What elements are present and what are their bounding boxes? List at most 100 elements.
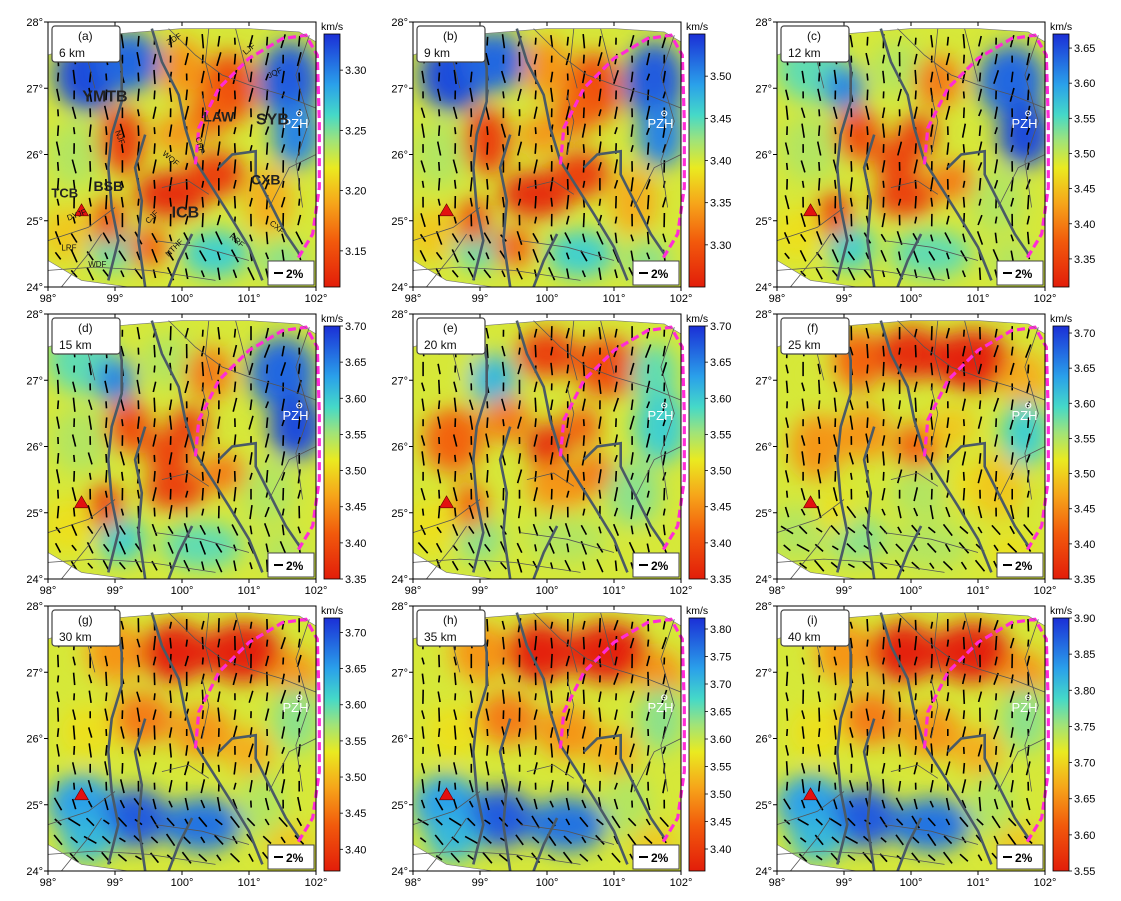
fast-axis-bar: [880, 836, 887, 843]
fast-axis-bar: [120, 726, 125, 739]
fast-axis-bar: [630, 399, 634, 411]
fast-axis-bar: [1027, 618, 1030, 632]
fast-axis-bar: [598, 526, 602, 534]
fast-axis-bar: [818, 178, 821, 191]
fast-axis-bar: [421, 726, 425, 739]
minor-fault: [633, 154, 682, 208]
velocity-anomaly: [624, 41, 681, 122]
colorbar-tick-label: 3.40: [710, 538, 731, 550]
fast-axis-bar: [582, 762, 586, 774]
minor-fault: [520, 824, 615, 845]
fast-axis-bar: [962, 233, 966, 243]
minor-fault: [964, 612, 979, 666]
minor-fault: [412, 791, 481, 825]
fast-axis-bar: [185, 639, 188, 647]
fast-axis-bar: [630, 71, 634, 83]
fast-axis-bar: [662, 508, 666, 516]
fast-axis-bar: [184, 327, 189, 339]
fast-axis-bar: [56, 744, 60, 757]
fast-axis-bar: [645, 126, 651, 136]
fast-axis-bar: [663, 710, 666, 720]
velocity-anomaly: [48, 121, 102, 188]
fast-axis-bar: [534, 90, 537, 100]
fast-axis-bar: [662, 345, 666, 357]
fast-axis-bar: [945, 433, 951, 448]
fast-axis-bar: [644, 344, 652, 358]
fast-axis-bar: [961, 799, 967, 809]
fast-axis-bar: [217, 109, 221, 117]
fast-axis-bar: [217, 267, 221, 281]
panel-label-box: [780, 317, 850, 355]
fast-axis-bar: [201, 361, 205, 377]
major-fault: [106, 612, 123, 865]
fast-axis-bar: [87, 525, 94, 535]
fast-axis-bar: [105, 89, 108, 101]
fast-axis-bar: [467, 541, 475, 554]
minor-fault: [412, 558, 581, 573]
fast-axis-bar: [1026, 490, 1030, 498]
fast-axis-bar: [993, 344, 999, 358]
fast-axis-bar: [467, 251, 475, 261]
fast-axis-bar: [120, 636, 124, 650]
fast-axis-bar: [579, 816, 589, 828]
fast-axis-bar: [233, 709, 237, 720]
fast-axis-bar: [485, 797, 490, 811]
fast-axis-bar: [1009, 743, 1015, 758]
panel-label-box: [780, 609, 850, 647]
fast-axis-bar: [534, 216, 538, 224]
panel-label-box: [780, 25, 850, 63]
fast-axis-bar: [662, 91, 667, 99]
fast-axis-bar: [518, 728, 521, 738]
velocity-anomaly: [777, 506, 828, 560]
fast-axis-bar: [72, 725, 76, 740]
colorbar-tick-label: 3.60: [1074, 830, 1095, 842]
fast-axis-bar: [518, 691, 521, 703]
fast-axis-bar: [201, 689, 204, 704]
colorbar-tick-label: 3.45: [345, 502, 366, 514]
fast-axis-bar: [959, 525, 969, 535]
fast-axis-bar: [581, 726, 586, 739]
city-dot-icon: [1027, 404, 1030, 407]
fast-axis-bar: [486, 781, 489, 791]
fast-axis-bar: [896, 469, 903, 484]
fast-axis-bar: [515, 834, 524, 846]
fast-axis-bar: [646, 692, 650, 702]
fast-axis-bar: [863, 269, 872, 279]
fast-axis-bar: [87, 562, 94, 569]
fast-axis-bar: [993, 544, 999, 552]
fast-axis-bar: [281, 746, 286, 754]
fast-axis-bar: [1027, 195, 1030, 210]
fast-axis-bar: [502, 419, 505, 427]
lat-tick-label: 24°: [755, 866, 772, 878]
fast-axis-bar: [215, 231, 223, 245]
fast-axis-bar: [183, 559, 191, 572]
major-fault: [471, 612, 488, 865]
fast-axis-bar: [992, 725, 1000, 740]
minor-fault: [201, 386, 210, 447]
dashed-boundary: [922, 33, 1050, 268]
fast-axis-bar: [464, 835, 478, 844]
fast-axis-bar: [815, 527, 823, 533]
fast-axis-bar: [913, 656, 918, 666]
lon-tick-label: 100°: [171, 585, 194, 597]
major-fault: [946, 441, 1030, 547]
fast-axis-bar: [630, 504, 634, 520]
major-fault: [133, 718, 147, 872]
fast-axis-bar: [72, 397, 76, 412]
fast-axis-bar: [297, 489, 302, 499]
fast-axis-bar: [961, 726, 967, 739]
fast-axis-bar: [962, 620, 966, 630]
fast-axis-bar: [534, 725, 537, 740]
fast-axis-bar: [483, 269, 492, 279]
fast-axis-bar: [959, 853, 969, 862]
fast-axis-bar: [199, 540, 207, 555]
fast-axis-bar: [611, 815, 621, 829]
fast-axis-bar: [421, 710, 425, 720]
fast-axis-bar: [930, 637, 933, 649]
fast-axis-bar: [961, 451, 967, 466]
fast-axis-bar: [927, 526, 936, 534]
fast-axis-bar: [865, 252, 870, 260]
fast-axis-bar: [485, 52, 490, 66]
fast-axis-bar: [818, 109, 821, 117]
